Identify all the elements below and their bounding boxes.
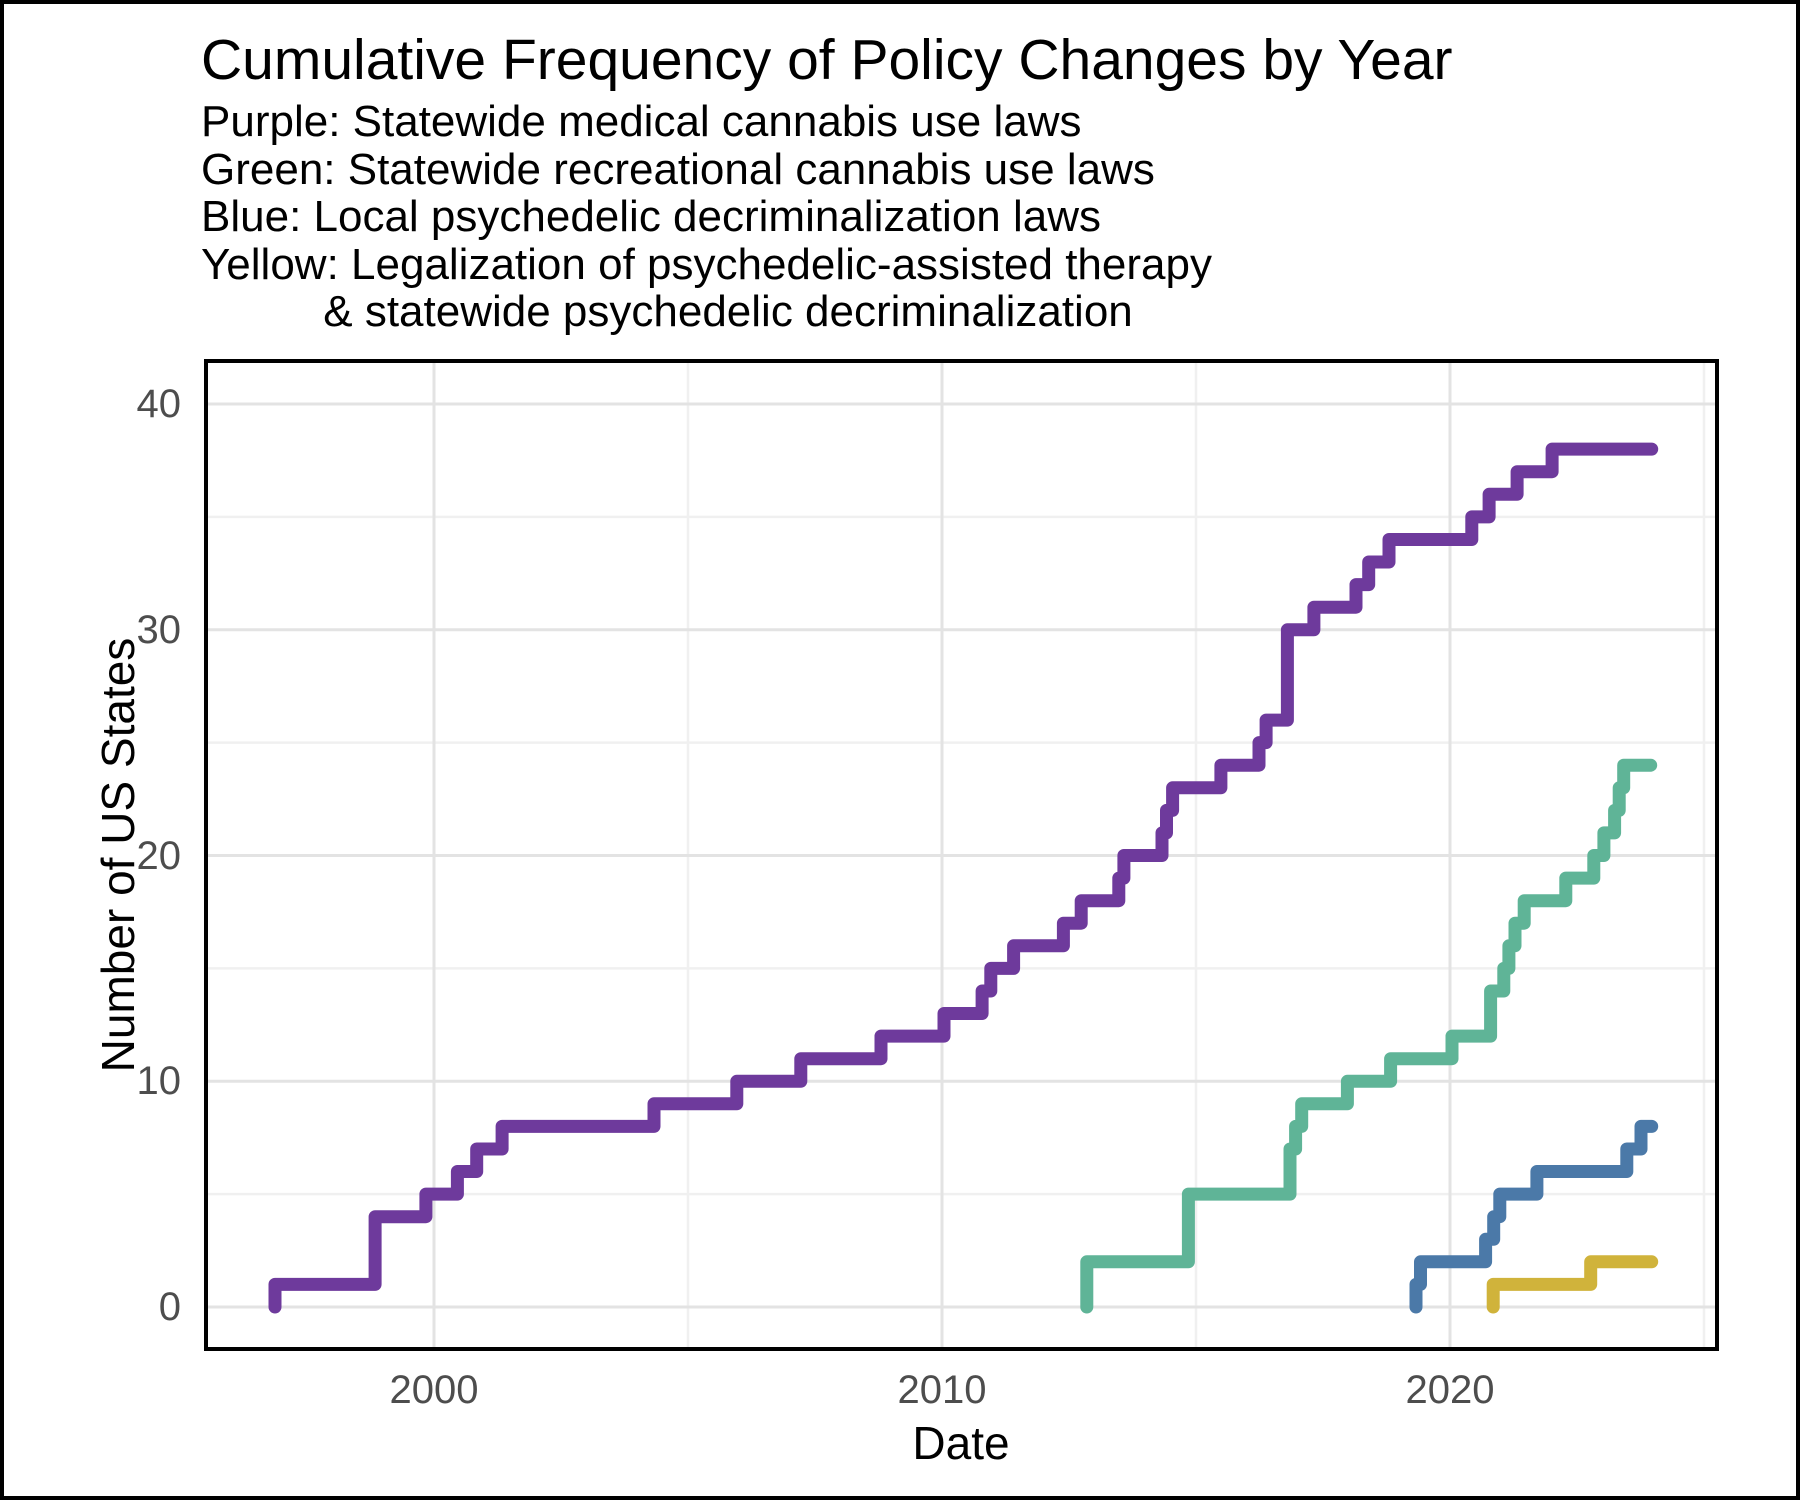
subtitle-line-blue: Blue: Local psychedelic decriminalizatio… <box>201 192 1102 241</box>
series-recreational-cannabis <box>1080 758 1658 1314</box>
subtitle-line-yellow-2: & statewide psychedelic decriminalizatio… <box>201 287 1133 336</box>
subtitle-line-green: Green: Statewide recreational cannabis u… <box>201 144 1155 194</box>
plot-area <box>204 359 1719 1351</box>
chart-title: Cumulative Frequency of Policy Changes b… <box>201 28 1453 92</box>
x-tick-label: 2020 <box>1405 1368 1495 1412</box>
y-tick-label: 10 <box>136 1059 182 1103</box>
x-axis-title: Date <box>912 1417 1010 1469</box>
panel-border <box>204 359 1719 1351</box>
y-tick-label: 40 <box>136 382 182 426</box>
subtitle-line-purple: Purple: Statewide medical cannabis use l… <box>201 97 1082 146</box>
x-tick-label: 2010 <box>897 1368 987 1412</box>
y-axis-title: Number of US States <box>92 637 144 1073</box>
series-local-psychedelic-decrim <box>1409 1119 1659 1314</box>
x-tick-label: 2000 <box>389 1368 479 1412</box>
y-tick-label: 0 <box>158 1285 181 1329</box>
series-medical-cannabis <box>268 442 1659 1314</box>
y-tick-label: 30 <box>136 608 182 652</box>
series-psychedelic-therapy-statewide-decrim <box>1486 1255 1659 1314</box>
subtitle-line-yellow: Yellow: Legalization of psychedelic-assi… <box>201 239 1212 289</box>
y-tick-label: 20 <box>136 834 182 878</box>
chart-subtitle: Purple: Statewide medical cannabis use l… <box>201 98 1212 336</box>
